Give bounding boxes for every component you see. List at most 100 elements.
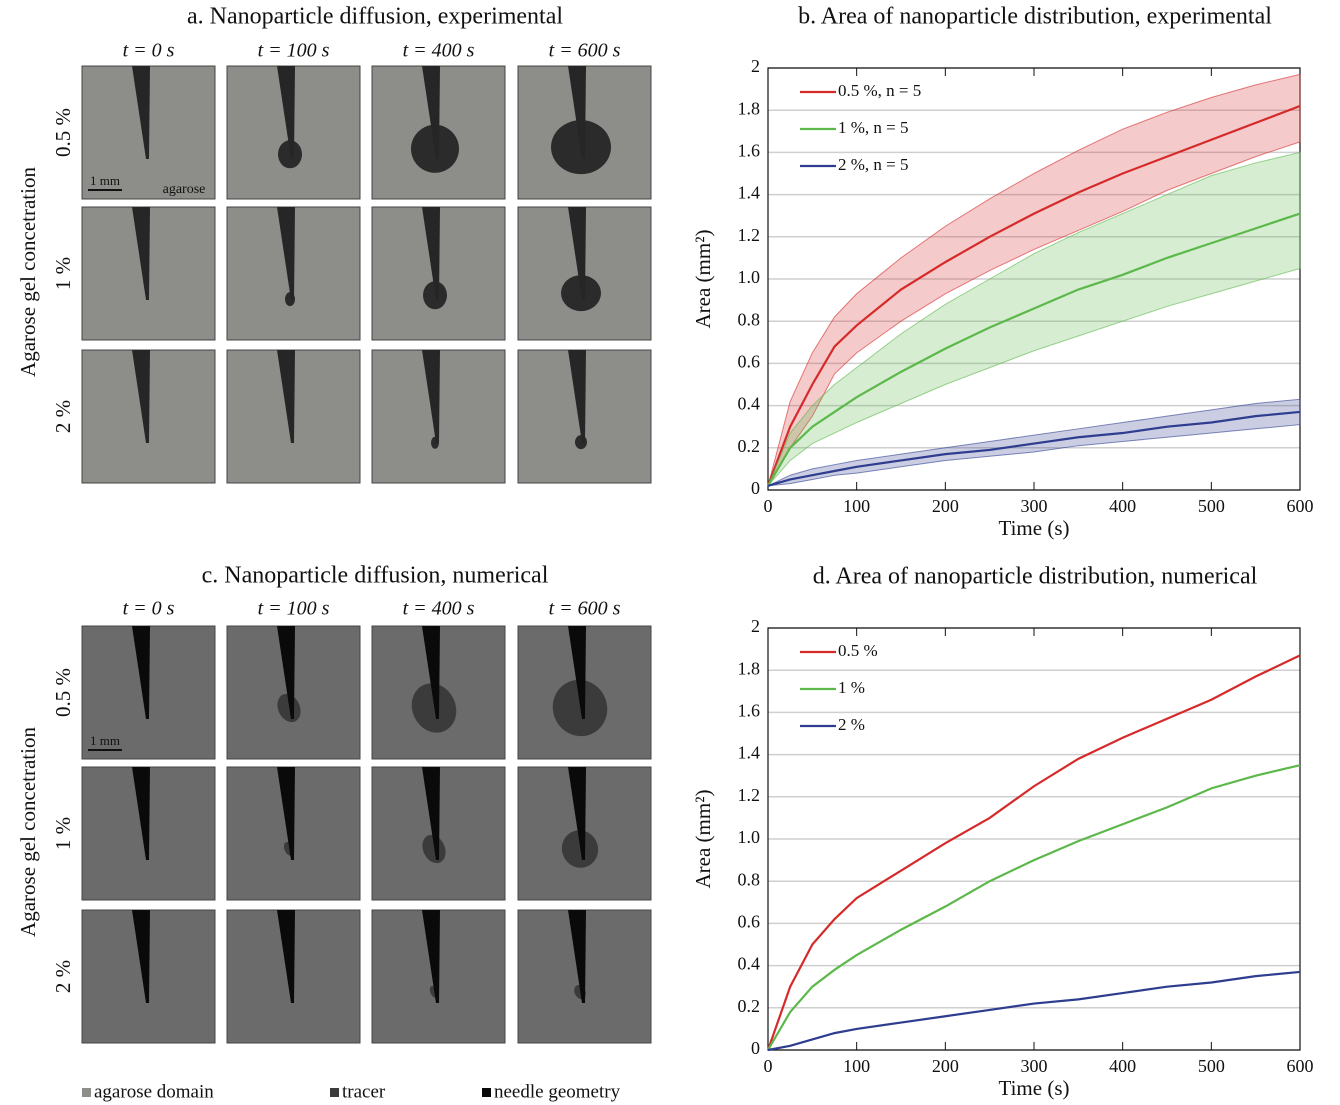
error-band xyxy=(767,151,1301,487)
needle xyxy=(277,767,295,860)
legend-swatch xyxy=(330,1088,339,1097)
needle xyxy=(422,66,440,159)
legend-swatch xyxy=(482,1088,491,1097)
time-label: t = 0 s xyxy=(123,40,175,62)
needle xyxy=(132,767,150,860)
legend-label: tracer xyxy=(342,1081,386,1102)
legend-label: 0.5 % xyxy=(838,641,878,660)
x-tick-label: 600 xyxy=(1287,1056,1314,1076)
x-tick-label: 600 xyxy=(1287,496,1314,516)
y-tick-label: 0.8 xyxy=(738,309,761,329)
y-tick-label: 1.8 xyxy=(738,98,761,118)
time-label: t = 0 s xyxy=(123,598,175,620)
row-label: 0.5 % xyxy=(51,668,75,717)
needle xyxy=(422,207,440,300)
legend-label: agarose domain xyxy=(94,1081,214,1102)
needle xyxy=(132,350,150,443)
y-axis-label: Agarose gel concetration xyxy=(16,727,40,937)
needle xyxy=(132,910,150,1003)
series-line xyxy=(766,104,1301,487)
x-tick-label: 500 xyxy=(1198,496,1225,516)
y-axis-label: Agarose gel concetration xyxy=(16,167,40,377)
x-tick-label: 500 xyxy=(1198,1056,1225,1076)
series-line xyxy=(767,764,1301,1051)
y-tick-label: 0.8 xyxy=(738,869,761,889)
tracer xyxy=(552,679,608,737)
needle xyxy=(422,910,440,1003)
series-line xyxy=(766,654,1301,1051)
y-axis-label: Area (mm²) xyxy=(691,229,715,328)
tracer xyxy=(422,834,446,864)
row-label: 1 % xyxy=(51,257,75,290)
y-tick-label: 1.8 xyxy=(738,658,761,678)
legend-label: needle geometry xyxy=(494,1081,621,1102)
needle xyxy=(568,207,586,300)
legend-label: 1 %, n = 5 xyxy=(838,118,909,137)
panel-title: c. Nanoparticle diffusion, numerical xyxy=(202,563,549,589)
series-line xyxy=(767,410,1301,487)
x-axis-label: Time (s) xyxy=(999,516,1070,540)
y-tick-label: 0.2 xyxy=(738,436,761,456)
needle xyxy=(132,626,150,719)
y-tick-label: 0 xyxy=(751,478,760,498)
time-label: t = 400 s xyxy=(403,40,475,62)
y-axis-label: Area (mm²) xyxy=(691,789,715,888)
needle xyxy=(568,66,586,159)
y-tick-label: 0.4 xyxy=(738,394,761,414)
x-tick-label: 100 xyxy=(843,496,870,516)
tracer xyxy=(411,683,457,733)
needle xyxy=(277,207,295,300)
needle xyxy=(568,767,586,860)
needle xyxy=(132,207,150,300)
y-tick-label: 2 xyxy=(751,616,760,636)
y-tick-label: 0.4 xyxy=(738,954,761,974)
needle xyxy=(568,350,586,443)
plot-frame xyxy=(767,627,1301,1051)
time-label: t = 100 s xyxy=(258,598,330,620)
droplet xyxy=(575,435,587,450)
legend-label: 2 %, n = 5 xyxy=(838,155,909,174)
needle xyxy=(422,626,440,719)
needle xyxy=(422,767,440,860)
needle xyxy=(422,350,440,443)
time-label: t = 600 s xyxy=(549,598,621,620)
y-tick-label: 0.6 xyxy=(738,912,761,932)
plot-frame xyxy=(767,67,1301,491)
scale-label: 1 mm xyxy=(90,733,120,748)
y-tick-label: 2 xyxy=(751,56,760,76)
y-tick-label: 1.4 xyxy=(738,743,761,763)
needle xyxy=(277,66,295,159)
chart-title: d. Area of nanoparticle distribution, nu… xyxy=(813,564,1258,590)
y-tick-label: 1.0 xyxy=(738,827,761,847)
y-tick-label: 1.0 xyxy=(738,267,761,287)
y-tick-label: 0.2 xyxy=(738,996,761,1016)
row-label: 2 % xyxy=(51,960,75,993)
needle xyxy=(277,350,295,443)
y-tick-label: 1.6 xyxy=(738,141,761,161)
y-tick-label: 1.6 xyxy=(738,701,761,721)
droplet xyxy=(423,281,447,310)
x-tick-label: 0 xyxy=(764,1056,773,1076)
needle xyxy=(277,910,295,1003)
x-tick-label: 100 xyxy=(843,1056,870,1076)
needle xyxy=(277,626,295,719)
legend-label: 0.5 %, n = 5 xyxy=(838,81,921,100)
droplet xyxy=(278,140,302,169)
y-tick-label: 0 xyxy=(751,1038,760,1058)
chart-title: b. Area of nanoparticle distribution, ex… xyxy=(798,4,1272,30)
legend-swatch xyxy=(82,1088,91,1097)
x-tick-label: 200 xyxy=(932,1056,959,1076)
legend-label: 2 % xyxy=(838,715,865,734)
domain-label: agarose xyxy=(163,182,206,197)
row-label: 1 % xyxy=(51,817,75,850)
series-line xyxy=(767,970,1301,1052)
panel-title: a. Nanoparticle diffusion, experimental xyxy=(187,4,563,30)
y-tick-label: 1.2 xyxy=(738,225,761,245)
x-tick-label: 200 xyxy=(932,496,959,516)
scale-label: 1 mm xyxy=(90,173,120,188)
time-label: t = 600 s xyxy=(549,40,621,62)
needle xyxy=(568,626,586,719)
x-tick-label: 300 xyxy=(1021,496,1048,516)
series-line xyxy=(767,212,1301,487)
